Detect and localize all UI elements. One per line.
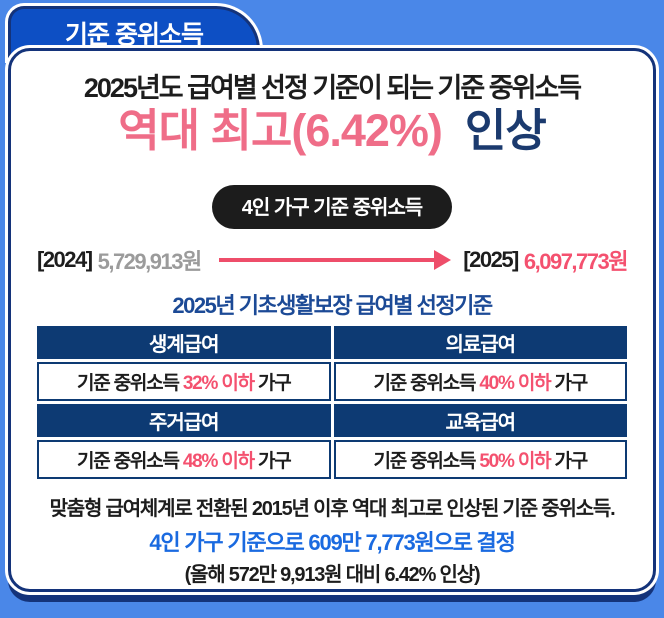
income-2025: [2025] 6,097,773원 [463, 244, 629, 276]
footer-line3: (올해 572만 9,913원 대비 6.42% 인상) [184, 564, 481, 586]
headline-highlight: 역대 최고(6.42%) [118, 105, 443, 156]
cell-text: 가구 [550, 373, 588, 394]
arrow-head [434, 250, 452, 270]
cell-text: 기준 중위소득 [76, 373, 183, 394]
income-2025-label: [2025] [463, 247, 519, 272]
table-title: 2025년 기초생활보장 급여별 선정기준 [172, 293, 493, 318]
table-cell-gyoyuk: 기준 중위소득 50% 이하 가구 [333, 440, 627, 479]
income-2024-value: 5,729,913원 [97, 249, 203, 274]
table-header-jugeo: 주거급여 [37, 404, 331, 437]
cell-text: 기준 중위소득 [373, 373, 480, 394]
cell-text: 가구 [253, 451, 292, 472]
cell-text: 가구 [550, 451, 588, 472]
category-tab-label: 기준 중위소득 [65, 20, 204, 49]
table-cell-saengye: 기준 중위소득 32% 이하 가구 [37, 362, 331, 401]
income-2024-label: [2024] [37, 247, 93, 272]
income-2024: [2024] 5,729,913원 [37, 244, 203, 276]
cell-highlight: 48% 이하 [182, 451, 255, 472]
cell-text: 기준 중위소득 [76, 451, 183, 472]
benefit-table: 생계급여 의료급여 기준 중위소득 32% 이하 가구 기준 중위소득 40% … [37, 326, 627, 479]
footer-note: 맞춤형 급여체계로 전환된 2015년 이후 역대 최고로 인상된 기준 중위소… [11, 493, 653, 592]
badge-row: 4인 가구 기준 중위소득 [11, 185, 653, 229]
table-header-uiryo: 의료급여 [333, 326, 627, 359]
cell-highlight: 50% 이하 [479, 451, 551, 472]
income-2025-value: 6,097,773원 [523, 249, 629, 274]
cell-text: 가구 [253, 373, 292, 394]
footer-line2: 4인 가구 기준으로 609만 7,773원으로 결정 [149, 530, 515, 555]
arrow-line [218, 258, 436, 262]
content-card: 2025년도 급여별 선정 기준이 되는 기준 중위소득 역대 최고(6.42%… [8, 48, 656, 592]
cell-text: 기준 중위소득 [373, 451, 480, 472]
table-header-gyoyuk: 교육급여 [333, 404, 627, 437]
table-header-saengye: 생계급여 [37, 326, 331, 359]
headline-rest: 인상 [441, 105, 547, 156]
cell-highlight: 40% 이하 [479, 373, 551, 394]
income-comparison: [2024] 5,729,913원 [2025] 6,097,773원 [37, 244, 629, 276]
cell-highlight: 32% 이하 [182, 373, 255, 394]
table-cell-uiryo: 기준 중위소득 40% 이하 가구 [333, 362, 627, 401]
main-title: 2025년도 급여별 선정 기준이 되는 기준 중위소득 [83, 73, 582, 103]
household-badge: 4인 가구 기준 중위소득 [211, 185, 453, 229]
table-cell-jugeo: 기준 중위소득 48% 이하 가구 [37, 440, 331, 479]
footer-line1: 맞춤형 급여체계로 전환된 2015년 이후 역대 최고로 인상된 기준 중위소… [49, 498, 616, 520]
arrow-right-icon [218, 250, 452, 270]
headline: 역대 최고(6.42%) 인상 [11, 105, 653, 157]
